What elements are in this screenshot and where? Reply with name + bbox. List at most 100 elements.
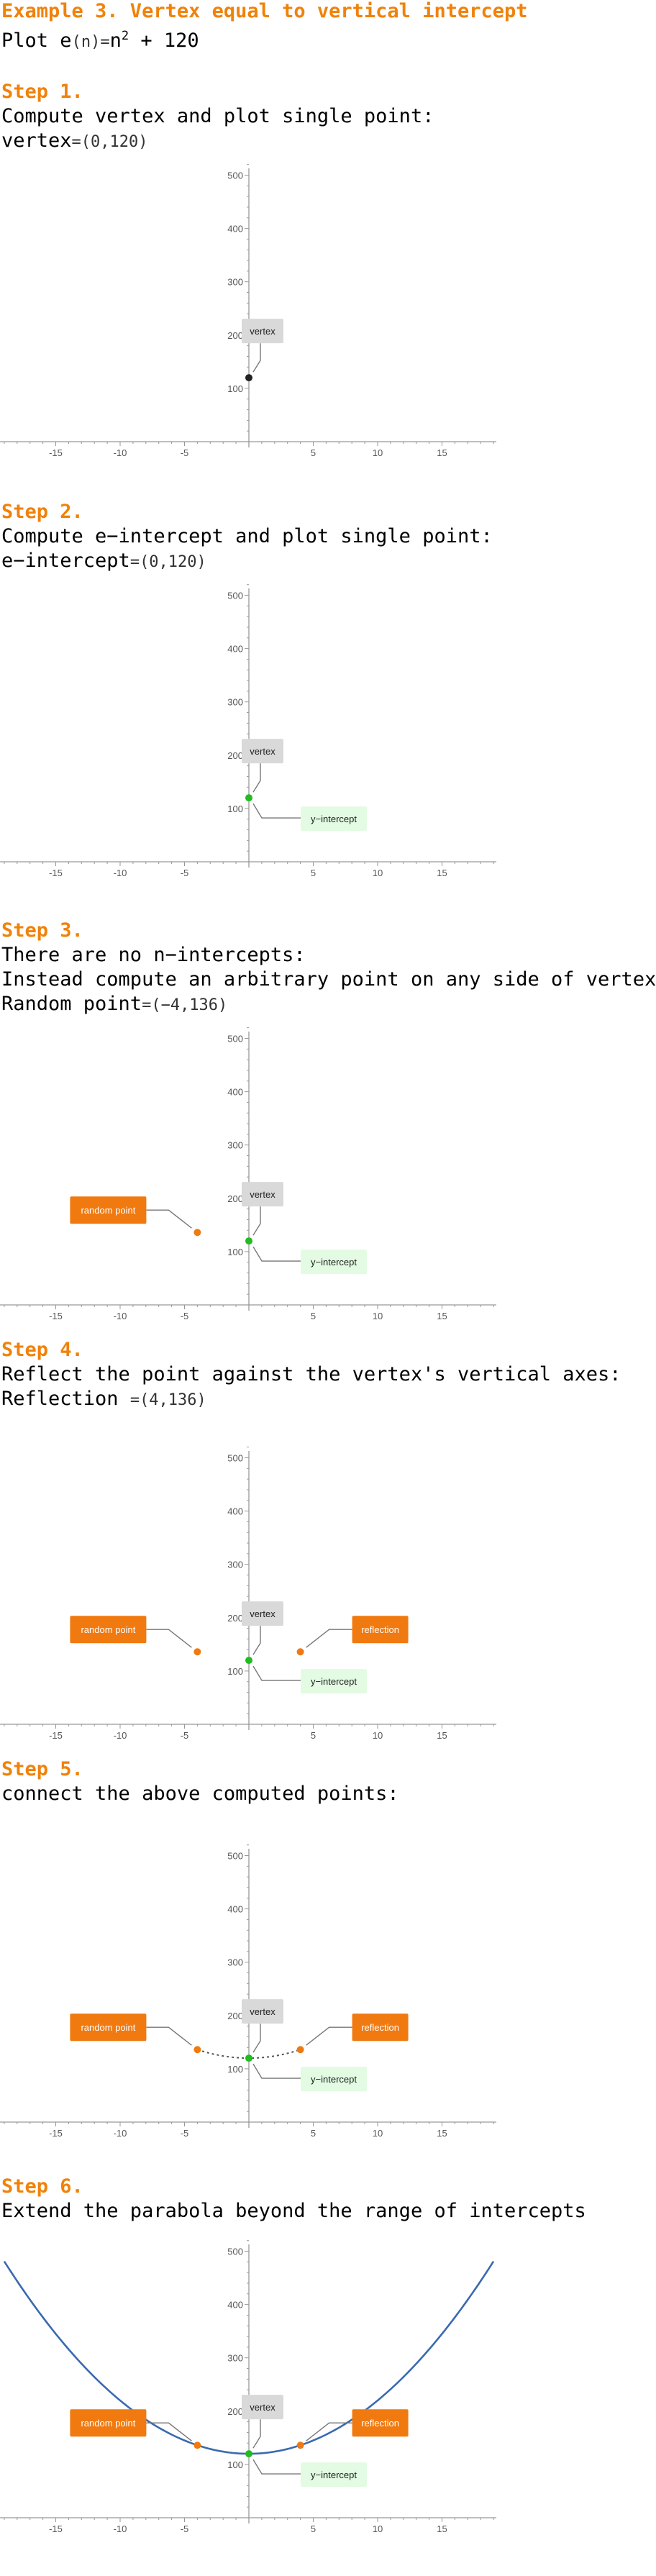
random-point (193, 2441, 201, 2449)
reflection-point (296, 1648, 304, 1656)
equals-sign: = (100, 33, 110, 51)
x-tick-label: 10 (373, 447, 383, 458)
result-equals: = (129, 553, 140, 571)
result-value: (−4,136) (151, 996, 228, 1014)
callout-box (242, 1182, 283, 1207)
reflection-point (296, 2441, 304, 2449)
callout-y-intercept: y−intercept (252, 1665, 367, 1694)
x-tick-label: 5 (311, 868, 316, 878)
step-plot: -15 -10 -5 5 10 15 100 200 300 400 500 vertex y−inte… (0, 2240, 496, 2534)
x-tick-label: 15 (437, 1730, 447, 1741)
x-tick-label: 15 (437, 1311, 447, 1321)
step-text: There are no n−intercepts: (1, 944, 306, 966)
callout-leader (306, 2026, 352, 2046)
y-tick-label: 500 (227, 1453, 243, 1464)
x-tick-label: 10 (373, 1730, 383, 1741)
callout-box (301, 1250, 367, 1275)
x-tick-label: -10 (114, 1311, 127, 1321)
callout-box (70, 2013, 147, 2042)
callout-label: random point (81, 1624, 135, 1635)
x-tick-label: 15 (437, 447, 447, 458)
callout-label: vertex (250, 326, 275, 337)
x-tick-label: -15 (49, 868, 63, 878)
callout-label: reflection (361, 2022, 399, 2033)
result-label: Reflection (1, 1388, 130, 1410)
callout-box (352, 1616, 409, 1644)
y-tick-label: 200 (227, 2011, 243, 2021)
y-tick-label: 400 (227, 224, 243, 235)
callout-leader (146, 1629, 192, 1648)
step-text: Compute e−intercept and plot single poin… (1, 525, 493, 547)
step-text: connect the above computed points: (1, 1783, 399, 1805)
callout-leader (252, 763, 261, 793)
y-tick-label: 500 (227, 170, 243, 181)
callout-leader (252, 2024, 261, 2053)
random-point (193, 2046, 201, 2054)
y-tick-label: 300 (227, 1140, 243, 1151)
step-plot: -15 -10 -5 5 10 15 100 200 300 400 500 vertex y−inte… (0, 1844, 496, 2139)
intercept-point (245, 2450, 252, 2458)
x-tick-label: -10 (114, 2523, 127, 2534)
function-line: Plot e(n)=n2 + 120 (1, 29, 199, 52)
power-exponent: 2 (121, 29, 129, 43)
random-point (193, 1648, 201, 1656)
result-value: (0,120) (140, 553, 206, 571)
callout-leader (146, 1209, 192, 1229)
step-result: e−intercept=(0,120) (1, 550, 206, 574)
x-tick-label: -10 (114, 2128, 127, 2139)
result-equals: = (71, 133, 81, 151)
callout-label: vertex (250, 746, 275, 757)
x-tick-label: 10 (373, 1311, 383, 1321)
page-title: Example 3. Vertex equal to vertical inte… (1, 0, 528, 22)
y-tick-label: 300 (227, 277, 243, 288)
callout-vertex: vertex (242, 1999, 283, 2053)
y-tick-label: 500 (227, 1034, 243, 1044)
callout-label: y−intercept (311, 1257, 357, 1267)
y-tick-label: 100 (227, 1666, 243, 1677)
callout-box (352, 2013, 409, 2042)
y-tick-label: 100 (227, 1247, 243, 1257)
callout-vertex: vertex (242, 1601, 283, 1655)
callout-leader (252, 1246, 301, 1262)
step-text: Compute vertex and plot single point: (1, 105, 434, 127)
y-tick-label: 200 (227, 1613, 243, 1624)
step-heading: Step 3. (1, 919, 83, 942)
callout-leader (252, 1626, 261, 1655)
step-text: Extend the parabola beyond the range of … (1, 2200, 586, 2222)
step-plot: -15 -10 -5 5 10 15 100 200 300 400 500 vertex y−inte… (0, 1447, 496, 1741)
x-tick-label: 15 (437, 2128, 447, 2139)
step-text: Instead compute an arbitrary point on an… (1, 968, 656, 991)
step-result: vertex=(0,120) (1, 129, 148, 154)
x-tick-label: 5 (311, 447, 316, 458)
x-tick-label: -15 (49, 1311, 63, 1321)
callout-box (70, 1196, 147, 1224)
callout-leader (252, 1665, 301, 1681)
vertex-point (245, 374, 252, 382)
x-tick-label: -15 (49, 2523, 63, 2534)
step-plot: -15 -10 -5 5 10 15 100 200 300 400 500 vertex y−inte… (0, 1027, 496, 1321)
callout-leader (306, 2422, 352, 2441)
x-tick-label: -10 (114, 868, 127, 878)
callout-leader (146, 2026, 192, 2046)
callout-box (242, 319, 283, 344)
callout-leader (252, 1206, 261, 1236)
callout-leader (252, 2419, 261, 2449)
callout-y-intercept: y−intercept (252, 1246, 367, 1275)
callout-box (301, 1669, 367, 1694)
callout-box (242, 2395, 283, 2420)
callout-label: random point (81, 1205, 135, 1216)
reflection-point (296, 2046, 304, 2054)
y-tick-label: 100 (227, 2459, 243, 2470)
x-tick-label: -5 (181, 447, 189, 458)
function-name: e (60, 29, 72, 52)
callout-label: vertex (250, 2402, 275, 2413)
random-point (193, 1229, 201, 1237)
x-tick-label: 5 (311, 2523, 316, 2534)
callout-leader (252, 2459, 301, 2475)
plot-word: Plot (1, 29, 49, 52)
y-tick-label: 400 (227, 1087, 243, 1098)
result-equals: = (129, 1391, 140, 1409)
result-equals: = (142, 996, 152, 1014)
y-tick-label: 400 (227, 1904, 243, 1915)
callout-label: vertex (250, 2006, 275, 2017)
